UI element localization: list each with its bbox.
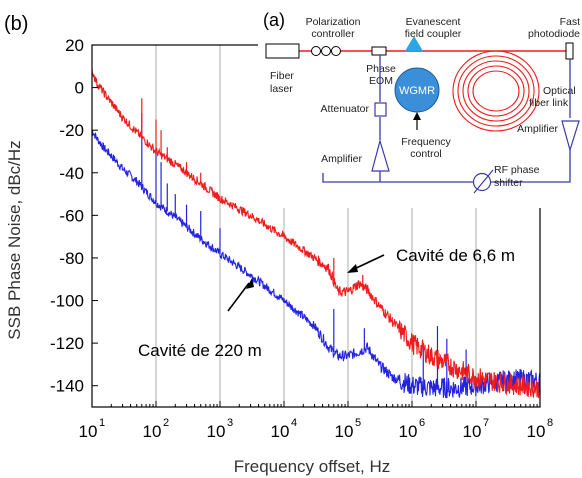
x-tick-label: 10 1 — [79, 417, 106, 441]
x-tick-labels: 10 1 10 2 10 3 10 4 10 5 10 6 10 7 10 8 — [79, 417, 554, 441]
electrical-loop — [322, 55, 571, 183]
y-tick-label: -100 — [50, 292, 84, 311]
fiber-laser-label-1: Fiber — [270, 70, 294, 82]
x-tick-exponent: 8 — [547, 417, 553, 429]
amplifier-right-label: Amplifier — [517, 123, 558, 135]
photodiode-label-2: photodiode — [528, 28, 580, 40]
annotation-arrowhead-6-6m — [347, 264, 358, 273]
x-tick-base: 10 — [335, 422, 354, 441]
evanescent-coupler-icon — [405, 36, 423, 51]
panel-a-label: (a) — [263, 10, 285, 30]
x-tick-base: 10 — [79, 422, 98, 441]
x-tick-exponent: 7 — [483, 417, 489, 429]
setup-schematic: (a) Fiber laser Polarization controller … — [258, 8, 582, 208]
y-tick-label: -140 — [50, 377, 84, 396]
rf-phase-shifter-tune — [473, 169, 494, 194]
fiber-laser-label-2: laser — [270, 83, 293, 95]
x-tick-exponent: 2 — [163, 417, 169, 429]
evanescent-label-1: Evanescent — [406, 16, 461, 28]
y-axis-label: SSB Phase Noise, dBc/Hz — [5, 140, 24, 339]
series-layer — [91, 67, 541, 399]
phase-eom-box — [371, 46, 387, 56]
polarization-loop-3 — [331, 46, 341, 56]
fiber-laser-box — [265, 43, 300, 59]
optical-fiber-spool — [452, 50, 540, 132]
annotation-arrow-6-6m — [351, 254, 385, 271]
annotation-arrowhead-220m — [246, 278, 254, 289]
photodiode-label-1: Fast — [560, 16, 581, 28]
x-tick-label: 10 3 — [207, 417, 234, 441]
rf-shifter-label-2: shifter — [494, 177, 523, 189]
phase-eom-label-2: EOM — [369, 75, 393, 87]
x-tick-base: 10 — [399, 422, 418, 441]
y-tick-labels: 20 0 -20 -40 -60 -80 -100 -120 -140 — [50, 36, 84, 396]
photodiode-icon — [565, 42, 574, 60]
phase-eom-label-1: Phase — [366, 63, 396, 75]
polarization-loop-1 — [311, 46, 321, 56]
y-tick-label: -60 — [59, 206, 84, 225]
optical-link-label-2: fiber link — [529, 97, 569, 109]
optical-link-label-1: Optical — [543, 85, 576, 97]
x-tick-label: 10 2 — [143, 417, 170, 441]
x-tick-label: 10 4 — [271, 417, 298, 441]
y-tick-label: -20 — [59, 121, 84, 140]
x-tick-base: 10 — [527, 422, 546, 441]
wgmr-label: WGMR — [399, 85, 435, 97]
panel-b-label: (b) — [4, 13, 28, 35]
y-tick-label: 20 — [65, 36, 84, 55]
frequency-control-label-2: control — [410, 148, 442, 160]
x-tick-label: 10 5 — [335, 417, 362, 441]
x-tick-exponent: 3 — [227, 417, 233, 429]
x-tick-exponent: 1 — [99, 417, 105, 429]
attenuator-icon — [374, 102, 387, 117]
evanescent-label-2: field coupler — [405, 28, 462, 40]
polarization-label-2: controller — [311, 28, 355, 40]
annotation-6-6m-label: Cavité de 6,6 m — [396, 246, 515, 265]
frequency-control-label-1: Frequency — [401, 136, 451, 148]
y-tick-label: 0 — [75, 79, 84, 98]
x-tick-base: 10 — [207, 422, 226, 441]
x-tick-label: 10 6 — [399, 417, 426, 441]
x-tick-exponent: 6 — [419, 417, 425, 429]
x-tick-exponent: 4 — [291, 417, 297, 429]
polarization-label-1: Polarization — [306, 16, 361, 28]
polarization-loop-2 — [321, 46, 331, 56]
x-tick-label: 10 8 — [527, 417, 554, 441]
annotations: Cavité de 6,6 m Cavité de 220 m — [138, 246, 515, 360]
x-tick-base: 10 — [143, 422, 162, 441]
x-tick-base: 10 — [463, 422, 482, 441]
amplifier-left-icon — [371, 138, 390, 172]
rf-shifter-label-1: RF phase — [494, 164, 540, 176]
x-tick-label: 10 7 — [463, 417, 490, 441]
amplifier-left-label: Amplifier — [321, 153, 362, 165]
attenuator-label: Attenuator — [321, 103, 370, 115]
x-tick-exponent: 5 — [355, 417, 361, 429]
y-tick-label: -120 — [50, 334, 84, 353]
x-axis-label: Frequency offset, Hz — [234, 457, 391, 476]
x-tick-base: 10 — [271, 422, 290, 441]
y-tick-label: -80 — [59, 249, 84, 268]
series-line — [91, 129, 541, 399]
amplifier-right-icon — [561, 120, 580, 153]
y-tick-label: -40 — [59, 164, 84, 183]
annotation-220m-label: Cavité de 220 m — [138, 341, 262, 360]
frequency-control-arrowhead — [413, 112, 421, 120]
annotation-arrow-220m — [227, 282, 250, 312]
